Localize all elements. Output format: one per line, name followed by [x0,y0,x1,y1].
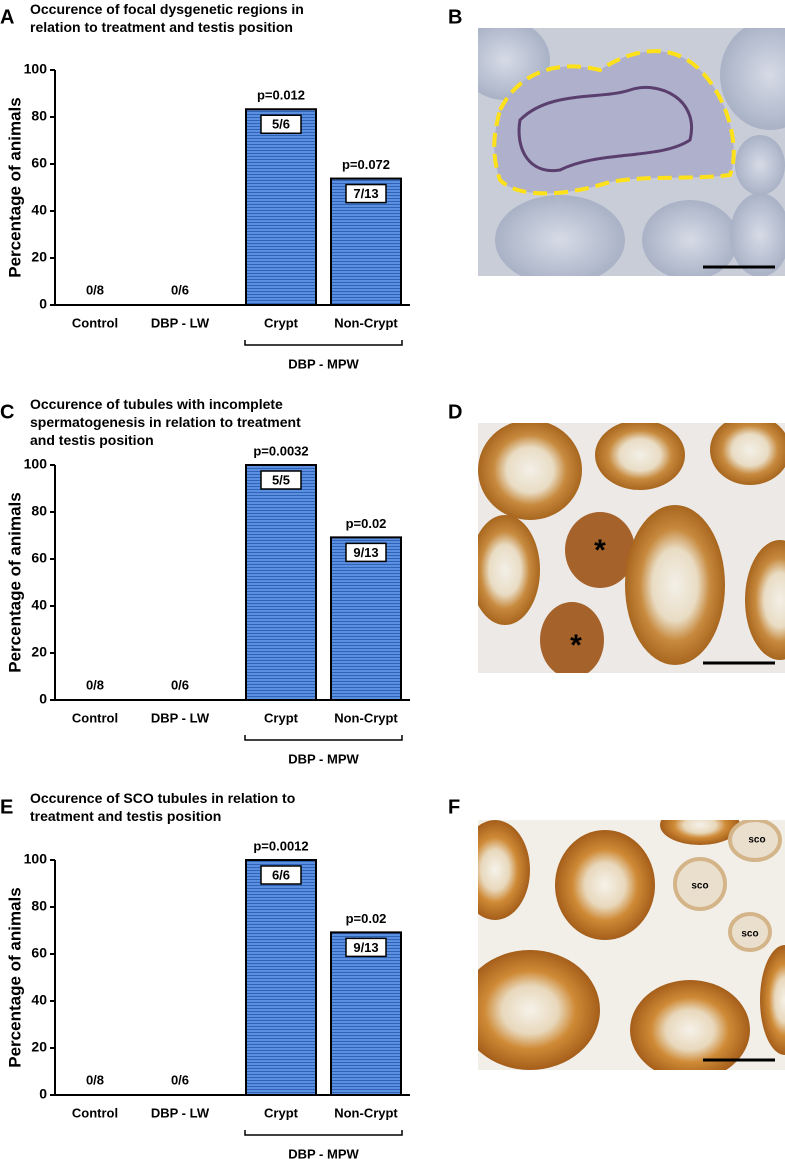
group-bracket [244,340,403,346]
chart-title: treatment and testis position [30,808,221,824]
value-label-box [345,937,387,958]
y-tick-label: 60 [31,550,47,566]
x-tick-label: Crypt [264,315,299,330]
value-label-box [260,470,302,490]
chart-title: and testis position [30,432,154,448]
chart-title: spermatogenesis in relation to treatment [30,414,301,430]
y-axis-label: Percentage of animals [5,492,24,672]
y-tick-label: 40 [31,992,47,1008]
sco-label: sco [748,835,765,846]
micrograph-b [478,28,785,276]
group-bracket [244,735,403,741]
y-tick-label: 80 [31,108,47,124]
y-tick-label: 20 [31,644,47,660]
group-bracket [244,1130,403,1136]
x-tick-label: DBP - LW [151,315,210,330]
y-tick-label: 100 [24,456,48,472]
asterisk: * [594,534,606,567]
x-tick-label: DBP - LW [151,1105,210,1120]
value-label: 7/13 [353,186,378,201]
x-tick-label: Control [72,315,118,330]
p-value: p=0.072 [342,157,390,172]
group-label: DBP - MPW [288,356,359,371]
value-label: 5/6 [272,117,290,132]
value-label-box [260,114,302,134]
chart-title: Occurence of focal dysgenetic regions in [30,1,304,17]
panel-letter: C [0,401,14,423]
panel-letter: A [0,6,14,28]
bar [330,931,402,1096]
panel-letter: E [0,796,13,818]
p-value: p=0.012 [257,88,305,103]
x-tick-label: DBP - LW [151,710,210,725]
value-label: 9/13 [353,545,378,560]
y-tick-label: 0 [39,1086,47,1102]
value-label: 0/8 [86,282,104,297]
asterisk: * [570,629,582,662]
value-label-box [260,865,302,885]
p-value: p=0.02 [346,911,387,926]
x-tick-label: Non-Crypt [334,315,398,330]
value-label: 9/13 [353,940,378,955]
sco-label: sco [741,929,758,940]
chart-title: relation to treatment and testis positio… [30,19,293,35]
x-tick-label: Control [72,1105,118,1120]
y-tick-label: 100 [24,851,48,867]
y-axis-label: Percentage of animals [5,97,24,277]
p-value: p=0.02 [346,516,387,531]
x-tick-label: Non-Crypt [334,1105,398,1120]
x-tick-label: Crypt [264,710,299,725]
y-tick-label: 60 [31,155,47,171]
value-label: 5/5 [272,472,290,487]
bar [245,464,317,701]
value-label-box [345,183,387,204]
value-label-box [345,542,387,563]
y-tick-label: 60 [31,945,47,961]
value-label: 0/8 [86,1072,104,1087]
bar [245,859,317,1096]
value-label: 0/8 [86,677,104,692]
panel-letter: D [448,401,462,423]
bar [245,108,317,307]
micrograph-d [478,423,785,673]
y-tick-label: 40 [31,597,47,613]
value-label: 0/6 [171,282,189,297]
x-tick-label: Crypt [264,1105,299,1120]
x-tick-label: Non-Crypt [334,710,398,725]
y-tick-label: 20 [31,249,47,265]
panel-letter: F [448,796,460,818]
value-label: 6/6 [272,867,290,882]
panel-letter: B [448,6,462,28]
y-tick-label: 0 [39,691,47,707]
y-tick-label: 100 [24,61,48,77]
y-tick-label: 80 [31,503,47,519]
value-label: 0/6 [171,1072,189,1087]
chart-title: Occurence of tubules with incomplete [30,396,283,412]
y-tick-label: 0 [39,296,47,312]
y-tick-label: 40 [31,202,47,218]
p-value: p=0.0032 [253,443,308,458]
micrograph-f [478,820,785,1070]
p-value: p=0.0012 [253,838,308,853]
sco-label: sco [691,881,708,892]
group-label: DBP - MPW [288,1146,359,1159]
x-tick-label: Control [72,710,118,725]
bar [330,536,402,701]
group-label: DBP - MPW [288,751,359,766]
y-tick-label: 80 [31,898,47,914]
chart-title: Occurence of SCO tubules in relation to [30,790,295,806]
value-label: 0/6 [171,677,189,692]
y-axis-label: Percentage of animals [5,887,24,1067]
y-tick-label: 20 [31,1039,47,1055]
